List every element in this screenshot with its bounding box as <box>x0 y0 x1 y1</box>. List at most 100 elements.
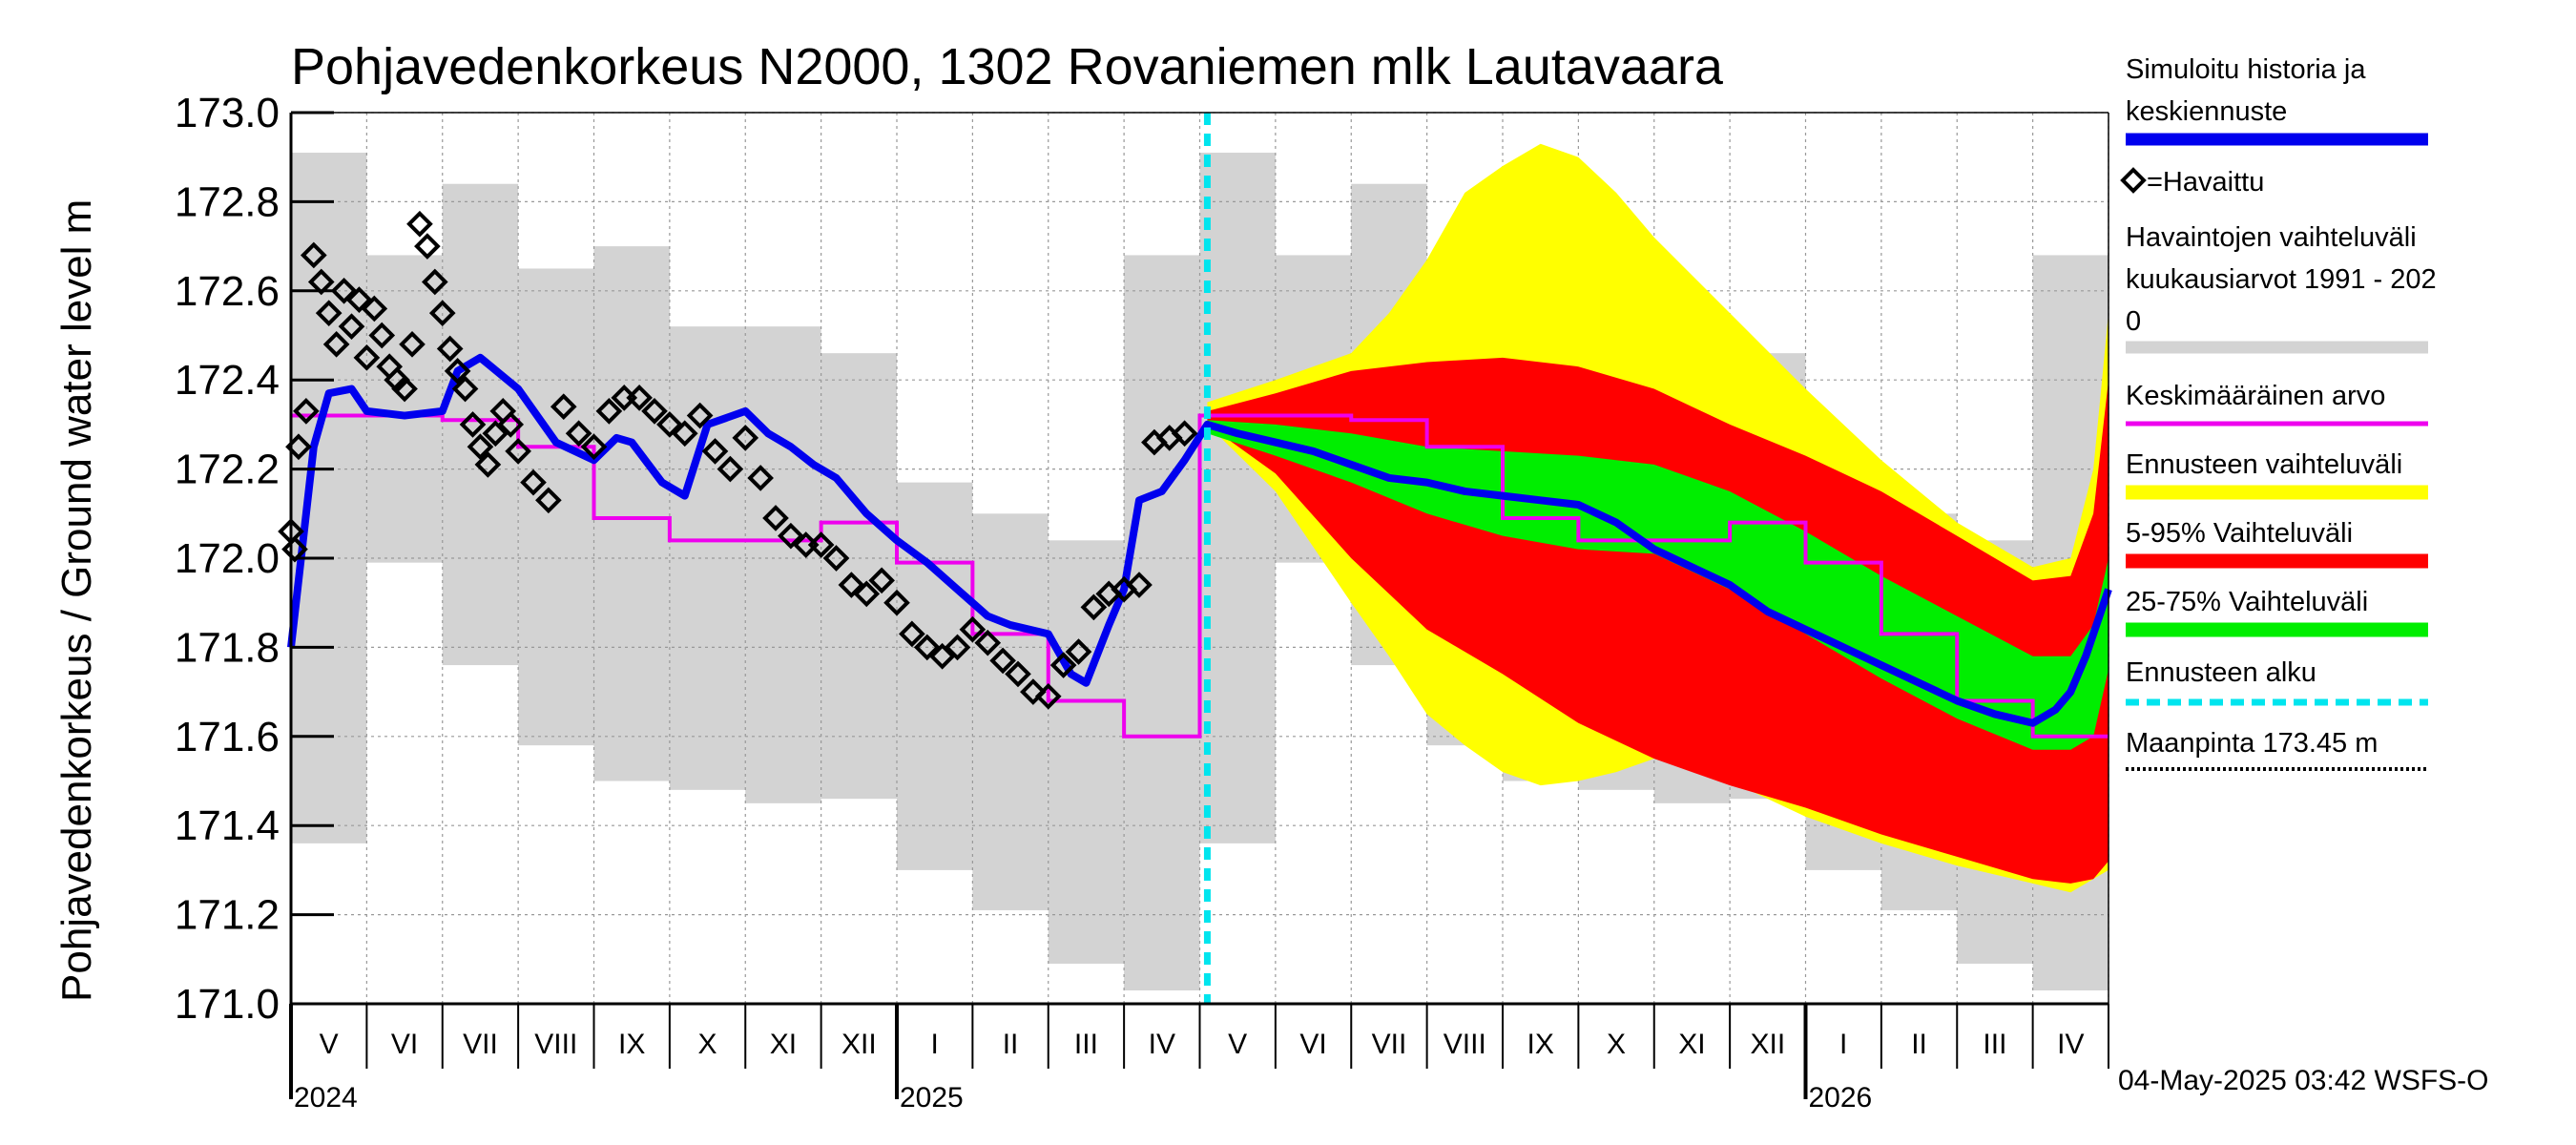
y-tick-label: 172.2 <box>175 447 280 493</box>
legend-p25-75-label: 25-75% Vaihteluväli <box>2126 587 2368 617</box>
observed-point <box>353 344 381 371</box>
observed-point <box>459 411 487 438</box>
y-tick-label: 171.0 <box>175 981 280 1028</box>
observed-point <box>338 313 365 340</box>
x-month-label: VI <box>391 1029 418 1060</box>
observed-point <box>1171 420 1198 448</box>
observed-point <box>1034 682 1062 710</box>
y-axis-label: Pohjavedenkorkeus / Ground water level m <box>53 199 100 1002</box>
observed-point <box>883 589 910 616</box>
observed-point <box>899 620 925 648</box>
observed-point <box>293 398 320 425</box>
observed-point <box>550 393 577 421</box>
x-month-label: VIII <box>534 1029 577 1060</box>
x-month-label: IX <box>1527 1029 1554 1060</box>
range-band-month <box>291 153 367 843</box>
observed-point <box>656 411 683 438</box>
legend-observed-swatch <box>2120 167 2147 194</box>
plot-area <box>278 112 2112 1005</box>
x-month-label: XI <box>1678 1029 1705 1060</box>
observed-point <box>1080 593 1108 621</box>
x-month-label: X <box>1607 1029 1626 1060</box>
x-month-label: IV <box>1149 1029 1175 1060</box>
x-month-label: VII <box>463 1029 498 1060</box>
range-band-month <box>897 482 973 870</box>
legend-p5-95-label: 5-95% Vaihteluväli <box>2126 518 2353 549</box>
axes: 171.0 171.2 171.4 171.6 171.8 172.0 172.2 172.4… <box>175 90 2109 1114</box>
observed-point <box>822 545 850 572</box>
x-month-label: V <box>320 1029 339 1060</box>
observed-point <box>1126 572 1153 598</box>
observed-point <box>467 433 494 461</box>
observed-point <box>807 531 835 558</box>
legend-mean-label: Keskimääräinen arvo <box>2126 381 2385 411</box>
x-month-label: III <box>1983 1029 2006 1060</box>
observed-point <box>322 331 350 358</box>
observed-point <box>428 300 456 326</box>
observed-point <box>868 567 895 594</box>
range-band-month <box>593 246 670 781</box>
x-month-label: IV <box>2057 1029 2084 1060</box>
y-tick-label: 172.4 <box>175 357 280 404</box>
y-tick-label: 172.6 <box>175 268 280 315</box>
observed-point <box>747 465 774 491</box>
legend-history-label-1: Simuloitu historia ja <box>2126 54 2366 85</box>
observed-point <box>928 642 956 670</box>
x-month-label: I <box>1839 1029 1847 1060</box>
observed-point <box>732 425 759 451</box>
x-month-label: VII <box>1372 1029 1407 1060</box>
observed-point <box>717 455 744 483</box>
range-band-month <box>1124 255 1200 990</box>
observed-point <box>959 615 987 643</box>
observed-point <box>1049 652 1077 678</box>
legend-range-label-3: 0 <box>2126 306 2141 337</box>
y-tick-label: 171.6 <box>175 714 280 760</box>
range-band-month <box>442 183 519 666</box>
observed-point <box>307 268 335 296</box>
observed-point <box>345 286 373 313</box>
legend-range-label-1: Havaintojen vaihteluväli <box>2126 222 2417 253</box>
observed-point <box>913 634 941 661</box>
y-tick-label: 172.0 <box>175 535 280 582</box>
observed-point <box>565 420 592 448</box>
observed-point <box>330 277 358 304</box>
observed-point <box>1005 660 1031 688</box>
observed-point <box>444 358 471 385</box>
x-year-label: 2024 <box>294 1082 358 1114</box>
observed-point <box>399 331 426 358</box>
chart-title: Pohjavedenkorkeus N2000, 1302 Rovaniemen… <box>291 38 1724 95</box>
observed-point <box>1020 678 1047 705</box>
observed-point <box>778 522 804 550</box>
observed-point <box>671 420 698 448</box>
range-band-month <box>518 268 594 746</box>
x-month-label: II <box>1003 1029 1019 1060</box>
observed-point <box>580 433 608 461</box>
observed-point <box>497 411 525 438</box>
x-month-label: XII <box>841 1029 877 1060</box>
y-tick-label: 173.0 <box>175 90 280 136</box>
y-tick-label: 171.2 <box>175 892 280 939</box>
observed-point <box>451 375 479 403</box>
legend-forecast-range-label: Ennusteen vaihteluväli <box>2126 449 2402 480</box>
observed-point <box>520 468 547 496</box>
y-tick-label: 171.4 <box>175 802 280 849</box>
legend-ground-level-label: Maanpinta 173.45 m <box>2126 728 2378 759</box>
range-band-month <box>972 513 1049 910</box>
observed-point <box>406 210 433 238</box>
x-month-label: I <box>931 1029 939 1060</box>
observed-point <box>853 580 881 608</box>
range-band-month <box>745 326 821 803</box>
x-month-label: V <box>1228 1029 1247 1060</box>
y-tick-label: 171.8 <box>175 624 280 671</box>
observed-point <box>762 505 789 531</box>
observed-point <box>595 398 623 425</box>
observed-point <box>1065 638 1092 665</box>
observed-point <box>626 385 653 411</box>
observed-point <box>368 322 396 349</box>
observed-point <box>535 487 562 514</box>
mean-value-line <box>291 413 2109 739</box>
x-month-label: VIII <box>1444 1029 1486 1060</box>
observed-point <box>391 375 418 403</box>
x-month-label: X <box>698 1029 717 1060</box>
legend-range-label-2: kuukausiarvot 1991 - 202 <box>2126 264 2437 295</box>
